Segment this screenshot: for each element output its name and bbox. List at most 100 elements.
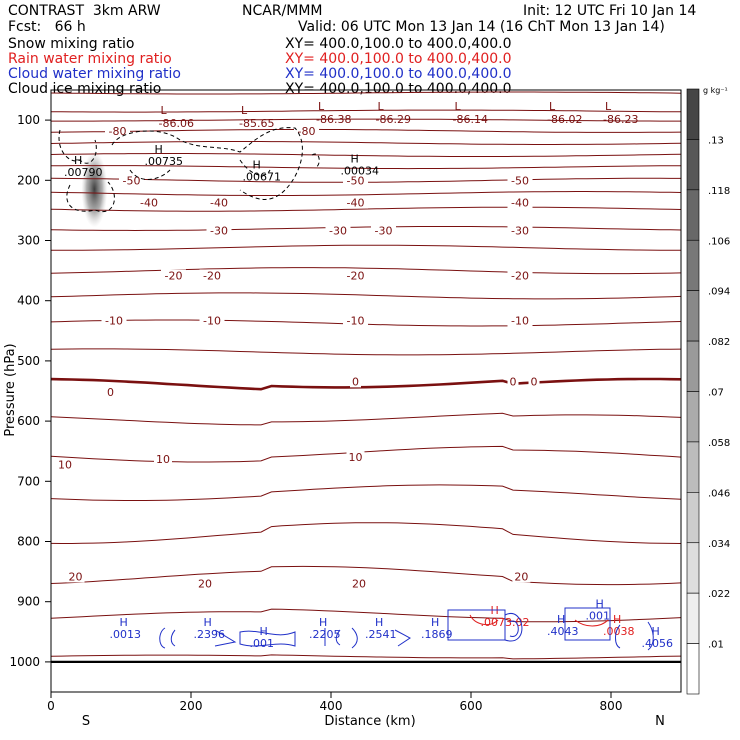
low-value-label: -86.38 bbox=[316, 113, 351, 126]
temperature-contour-line bbox=[50, 91, 682, 95]
cloud-water-outline bbox=[170, 629, 176, 647]
x-tick-label: 600 bbox=[460, 699, 483, 713]
contour-label: -30 bbox=[329, 224, 347, 237]
colorbar-segment bbox=[686, 88, 700, 140]
y-tick-label: 500 bbox=[17, 354, 40, 368]
high-value-label: .0038 bbox=[603, 625, 635, 638]
temperature-contour-line bbox=[51, 244, 681, 251]
cloud-ice-outline bbox=[111, 127, 303, 200]
contour-label: -30 bbox=[375, 224, 393, 237]
colorbar: .13 .118 .106 .094 .082 .07 .058 .046 .034 .022 .0… bbox=[686, 86, 730, 695]
low-value-label: -86.02 bbox=[547, 113, 582, 126]
contour-label-bg bbox=[507, 174, 533, 187]
y-tick-label: 400 bbox=[17, 294, 40, 308]
chart-title: CONTRAST 3km ARW bbox=[8, 3, 161, 19]
colorbar-segment bbox=[686, 492, 700, 544]
cloud-water-outline bbox=[159, 627, 166, 649]
cloud-ice-outline bbox=[66, 181, 115, 213]
temperature-contour-line bbox=[50, 226, 682, 232]
temperature-contour-line bbox=[50, 128, 682, 133]
temperature-contour-line bbox=[50, 522, 682, 544]
legend-snow-xy: XY= 400.0,100.0 to 400.0,400.0 bbox=[285, 36, 512, 52]
temperature-contour-line bbox=[50, 109, 682, 113]
contour-label: -40 bbox=[511, 197, 529, 210]
colorbar-segment bbox=[686, 239, 700, 291]
temperature-contour-line bbox=[50, 267, 682, 275]
cloud-water-outline bbox=[394, 629, 411, 647]
contour-label-bg bbox=[66, 570, 85, 583]
low-value-label: -86.14 bbox=[453, 113, 488, 126]
temperature-contour-line bbox=[50, 292, 682, 300]
contour-label: -10 bbox=[105, 315, 123, 328]
colorbar-segment bbox=[686, 643, 700, 695]
contour-label: -30 bbox=[511, 224, 529, 237]
contour-label-bg bbox=[346, 451, 365, 464]
cloud-water-outline bbox=[214, 629, 237, 647]
contour-label: -50 bbox=[511, 174, 529, 187]
colorbar-tick-label: .022 bbox=[708, 589, 730, 600]
contour-label-bg bbox=[325, 224, 351, 237]
temperature-contour-line bbox=[50, 348, 682, 356]
colorbar-segment bbox=[686, 592, 700, 644]
contour-label-bg bbox=[136, 196, 162, 209]
south-label: S bbox=[82, 714, 90, 729]
plot-area bbox=[81, 151, 108, 228]
contour-label-bg bbox=[371, 224, 396, 237]
temperature-contours: -80 -80 -50 -50 -50 -40 -40 -40 -40 -30 -30 -30 -30 -… bbox=[50, 91, 682, 660]
temperature-contour-line bbox=[50, 608, 682, 623]
colorbar-segment bbox=[686, 340, 700, 392]
temperature-contour-line bbox=[51, 165, 681, 170]
colorbar-tick-label: .106 bbox=[708, 236, 730, 247]
low-marker: L bbox=[378, 100, 385, 113]
contour-label-bg bbox=[507, 196, 533, 209]
contour-label-bg bbox=[343, 196, 368, 209]
plot-frame bbox=[50, 89, 682, 693]
init-time: Init: 12 UTC Fri 10 Jan 14 bbox=[523, 3, 697, 19]
x-tick-label: 0 bbox=[47, 699, 55, 713]
high-value-label: .4043 bbox=[547, 625, 579, 638]
high-value-label: .00671 bbox=[243, 170, 282, 183]
legend-rain-xy: XY= 400.0,100.0 to 400.0,400.0 bbox=[285, 51, 512, 67]
contour-label-bg bbox=[206, 196, 232, 209]
high-value-label: .4056 bbox=[642, 637, 674, 650]
cloud-water-outline bbox=[335, 629, 341, 646]
high-marker: H bbox=[375, 616, 383, 629]
x-tick-label: 200 bbox=[180, 699, 203, 713]
center-name: NCAR/MMM bbox=[242, 3, 323, 19]
x-tick-label: 400 bbox=[320, 699, 343, 713]
colorbar-segment bbox=[686, 189, 700, 241]
valid-time: Valid: 06 UTC Mon 13 Jan 14 (16 ChT Mon … bbox=[298, 19, 665, 35]
cloud-ice-outline bbox=[129, 169, 171, 180]
high-value-label: .1869 bbox=[421, 628, 453, 641]
contour-label-bg bbox=[101, 314, 127, 327]
low-value-label: -86.23 bbox=[603, 113, 638, 126]
high-marker: H bbox=[557, 613, 565, 626]
cloud-water-outline bbox=[615, 624, 621, 649]
y-tick-label: 100 bbox=[17, 113, 40, 127]
contour-label-bg bbox=[343, 174, 368, 187]
high-marker: H bbox=[253, 158, 261, 171]
contour-label: -10 bbox=[347, 315, 365, 328]
low-marker: L bbox=[549, 100, 556, 113]
legend-cloud-ice: Cloud ice mixing ratio bbox=[8, 81, 162, 97]
high-marker: H bbox=[204, 616, 212, 629]
contour-label-bg bbox=[528, 375, 540, 388]
temperature-contour-line bbox=[50, 445, 682, 463]
temperature-contour-line bbox=[50, 377, 682, 391]
x-tick-label: 800 bbox=[600, 699, 623, 713]
low-marker: L bbox=[605, 100, 612, 113]
y-tick-label: 1000 bbox=[9, 655, 40, 669]
high-marker: H bbox=[431, 616, 439, 629]
colorbar-tick-label: .046 bbox=[708, 488, 730, 499]
high-marker: H bbox=[120, 616, 128, 629]
contour-label: -50 bbox=[123, 174, 141, 187]
y-tick-label: 300 bbox=[17, 234, 40, 248]
colorbar-tick-label: .094 bbox=[708, 287, 730, 298]
contour-label: -20 bbox=[203, 269, 221, 282]
high-value-label: .00034 bbox=[341, 164, 380, 177]
colorbar-segment bbox=[686, 139, 700, 191]
low-marker: L bbox=[318, 100, 325, 113]
contour-label-bg bbox=[199, 314, 225, 327]
